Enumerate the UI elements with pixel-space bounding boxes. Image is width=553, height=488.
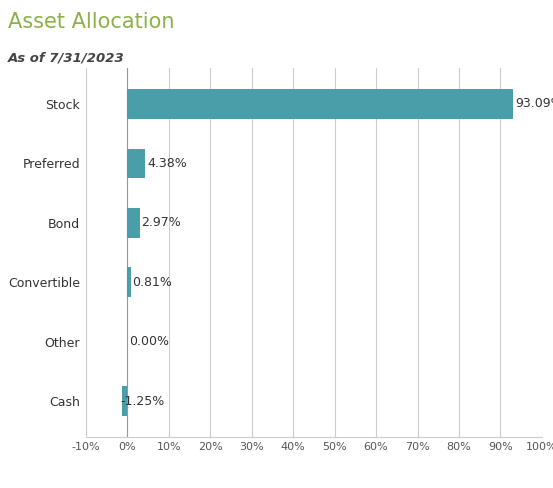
Bar xyxy=(127,148,145,178)
Text: -1.25%: -1.25% xyxy=(120,395,164,407)
Text: 4.38%: 4.38% xyxy=(148,157,187,170)
Text: 93.09%: 93.09% xyxy=(515,98,553,110)
Text: 0.81%: 0.81% xyxy=(133,276,173,289)
Bar xyxy=(127,208,139,238)
Bar xyxy=(122,386,127,416)
Text: 2.97%: 2.97% xyxy=(142,216,181,229)
Text: As of 7/31/2023: As of 7/31/2023 xyxy=(8,51,125,64)
Text: Asset Allocation: Asset Allocation xyxy=(8,12,175,32)
Bar xyxy=(127,267,131,297)
Bar xyxy=(127,89,513,119)
Text: 0.00%: 0.00% xyxy=(129,335,169,348)
